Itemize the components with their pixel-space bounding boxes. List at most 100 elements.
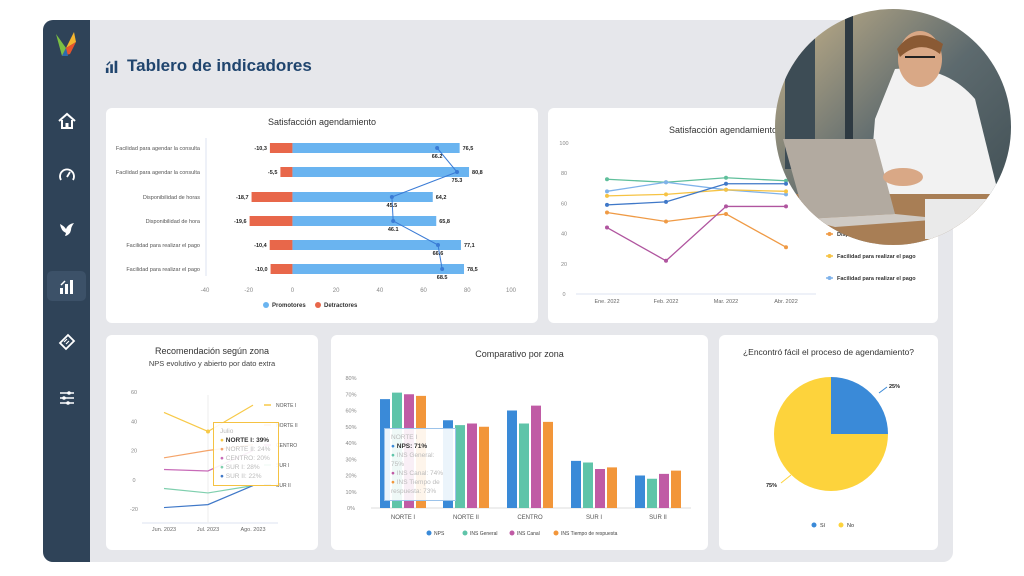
x-tick-label: -20 — [244, 288, 253, 294]
series-point — [605, 225, 609, 230]
y-tick-label: 60% — [345, 409, 356, 415]
y-tick-label: 0 — [132, 478, 135, 484]
legend-label: CENTRO — [276, 443, 297, 449]
label-connector — [780, 474, 792, 484]
category-label: Facilidad para realizar el pago — [126, 243, 200, 249]
bar — [455, 425, 465, 508]
bar — [607, 467, 617, 508]
data-label: -10,4 — [254, 243, 267, 249]
slice-label: 25% — [889, 384, 900, 390]
legend-marker — [838, 522, 844, 528]
data-label: -18,7 — [236, 195, 249, 201]
legend-marker — [509, 530, 515, 536]
y-tick-label: 20 — [131, 449, 137, 455]
x-tick-label: SUR II — [649, 515, 667, 521]
category-label: Disponibilidad de hora — [146, 219, 201, 225]
sidebar-item-bird[interactable] — [47, 214, 86, 244]
category-label: Facilidad para realizar el pago — [126, 267, 200, 273]
bar — [507, 410, 517, 508]
x-tick-label: Feb. 2022 — [654, 299, 679, 305]
legend-label: Promotores — [272, 303, 306, 309]
series-point — [784, 189, 788, 194]
sidebar-item-home[interactable] — [47, 106, 86, 136]
sidebar — [43, 20, 90, 562]
sidebar-item-speed[interactable] — [47, 160, 86, 190]
series-point — [605, 193, 609, 198]
x-tick-label: 100 — [506, 288, 517, 294]
series-point — [724, 211, 728, 216]
bar — [635, 475, 645, 508]
series-line — [606, 189, 787, 197]
sidebar-item-ticket[interactable] — [47, 327, 86, 357]
y-tick-label: 0% — [347, 506, 355, 512]
y-tick-label: 0 — [562, 292, 565, 298]
data-label: 80,8 — [472, 170, 483, 176]
x-tick-label: 40 — [377, 288, 384, 294]
tooltip-item: SUR I: 28% — [225, 464, 260, 471]
data-label: -5,5 — [268, 170, 277, 176]
home-icon — [57, 112, 76, 129]
series-line — [606, 181, 787, 195]
bar-detractores — [249, 216, 293, 226]
bar-promotores — [292, 167, 470, 177]
tooltip-item: NPS: 71% — [396, 443, 428, 450]
bar — [671, 470, 681, 508]
tooltip: Julio ● NORTE I: 39% ● NORTE II: 24% ● C… — [213, 422, 279, 486]
series-point — [605, 189, 609, 194]
series-point — [724, 181, 728, 186]
category-label: Facilidad para agendar la consulta — [116, 170, 201, 176]
legend-label: NPS — [434, 531, 445, 537]
data-label: 64,2 — [436, 195, 447, 201]
legend-label: NORTE II — [276, 423, 298, 429]
x-tick-label: 0 — [291, 288, 295, 294]
bar-chart-icon — [59, 280, 73, 294]
overlay-label: 75.3 — [452, 178, 463, 184]
page-title: Tablero de indicadores — [105, 56, 312, 76]
x-tick-label: SUR I — [586, 515, 602, 521]
series-line — [163, 485, 254, 509]
sidebar-item-indicators[interactable] — [47, 271, 86, 301]
x-tick-label: Abr. 2022 — [774, 299, 798, 305]
card-pie: ¿Encontró fácil el proceso de agendamien… — [719, 335, 938, 550]
y-tick-label: 30% — [345, 457, 356, 463]
tooltip-item: SUR II: 22% — [225, 473, 262, 480]
category-label: Disponibilidad de horas — [143, 195, 200, 201]
bar-detractores — [270, 264, 293, 274]
series-point — [605, 177, 609, 182]
legend-marker — [315, 302, 321, 308]
legend-marker — [462, 530, 468, 536]
overlay-label: 66.2 — [432, 154, 443, 160]
series-line — [606, 211, 787, 248]
overlay-point — [435, 243, 440, 247]
overlay-point — [435, 146, 440, 150]
bar — [531, 405, 541, 508]
bar-detractores — [269, 240, 293, 250]
series-point — [784, 192, 788, 197]
label-connector — [878, 386, 888, 394]
series-point — [664, 199, 668, 204]
x-tick-label: Jun. 2023 — [152, 527, 176, 533]
y-tick-label: 20% — [345, 474, 356, 480]
legend-label: No — [847, 523, 854, 529]
bar — [659, 473, 669, 508]
legend-label: Facilidad para realizar el pago — [837, 254, 916, 260]
series-line — [163, 485, 254, 494]
sidebar-item-settings[interactable] — [47, 383, 86, 413]
data-label: -10,0 — [255, 267, 268, 273]
series-point — [605, 202, 609, 207]
legend-marker — [553, 530, 559, 536]
y-tick-label: 40 — [561, 232, 567, 238]
y-tick-label: 20 — [561, 262, 567, 268]
bar — [583, 462, 593, 508]
line-chart-zona: -20 0 20 40 60 Jun. 2023 Jul. 2023 Ago. 2023 NOR… — [130, 390, 298, 533]
tooltip: NORTE I ● NPS: 71% ● INS General: 75% ● … — [384, 428, 456, 501]
y-tick-label: 80% — [345, 376, 356, 382]
x-tick-label: Jul. 2023 — [197, 527, 219, 533]
legend-marker — [827, 276, 832, 280]
bar-promotores — [292, 192, 433, 202]
series-point — [605, 210, 609, 215]
y-tick-label: -20 — [130, 507, 138, 513]
series-point — [724, 187, 728, 192]
series-point — [664, 192, 668, 197]
data-label: 76,5 — [463, 146, 474, 152]
